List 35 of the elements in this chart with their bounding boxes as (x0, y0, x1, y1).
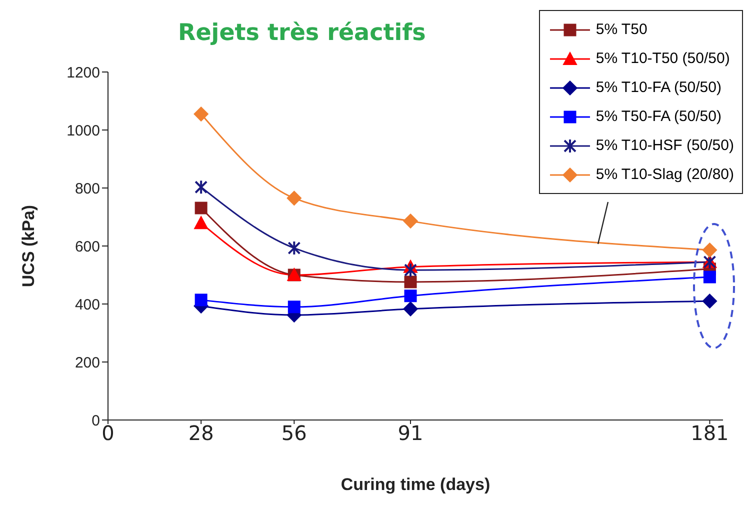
y-axis-title: UCS (kPa) (19, 204, 38, 288)
x-tick-label: 181 (690, 421, 729, 446)
x-tick-label: 56 (281, 421, 307, 446)
y-tick-label: 600 (74, 238, 100, 256)
legend-label: 5% T50 (596, 21, 648, 38)
point (404, 290, 417, 302)
legend-label: 5% T10-Slag (20/80) (596, 166, 734, 183)
point (702, 294, 717, 308)
point (194, 216, 208, 230)
point (286, 190, 302, 206)
y-tick-label: 800 (74, 180, 100, 198)
x-tick-label: 91 (398, 421, 424, 446)
y-tick-label: 200 (74, 354, 100, 372)
chart-title: Rejets très réactifs (178, 20, 426, 46)
point (703, 270, 716, 284)
x-axis-title: Curing time (days) (340, 475, 490, 494)
legend-label: 5% T10-HSF (50/50) (596, 137, 734, 154)
point (404, 262, 418, 278)
y-tick-label: 400 (74, 296, 100, 314)
point (288, 240, 301, 256)
y-tick-label: 1000 (66, 122, 100, 140)
point (194, 180, 208, 195)
point (194, 294, 208, 306)
point (194, 202, 208, 214)
point (194, 106, 208, 122)
point (403, 302, 418, 316)
y-tick-label: 1200 (66, 64, 100, 82)
point (404, 276, 417, 288)
legend-label: 5% T50-FA (50/50) (596, 108, 722, 125)
legend-label: 5% T10-FA (50/50) (596, 79, 722, 96)
legend-label: 5% T10-T50 (50/50) (596, 50, 730, 67)
point (288, 300, 300, 314)
x-tick-label: 28 (188, 421, 214, 446)
point (403, 214, 418, 228)
point (702, 242, 717, 258)
